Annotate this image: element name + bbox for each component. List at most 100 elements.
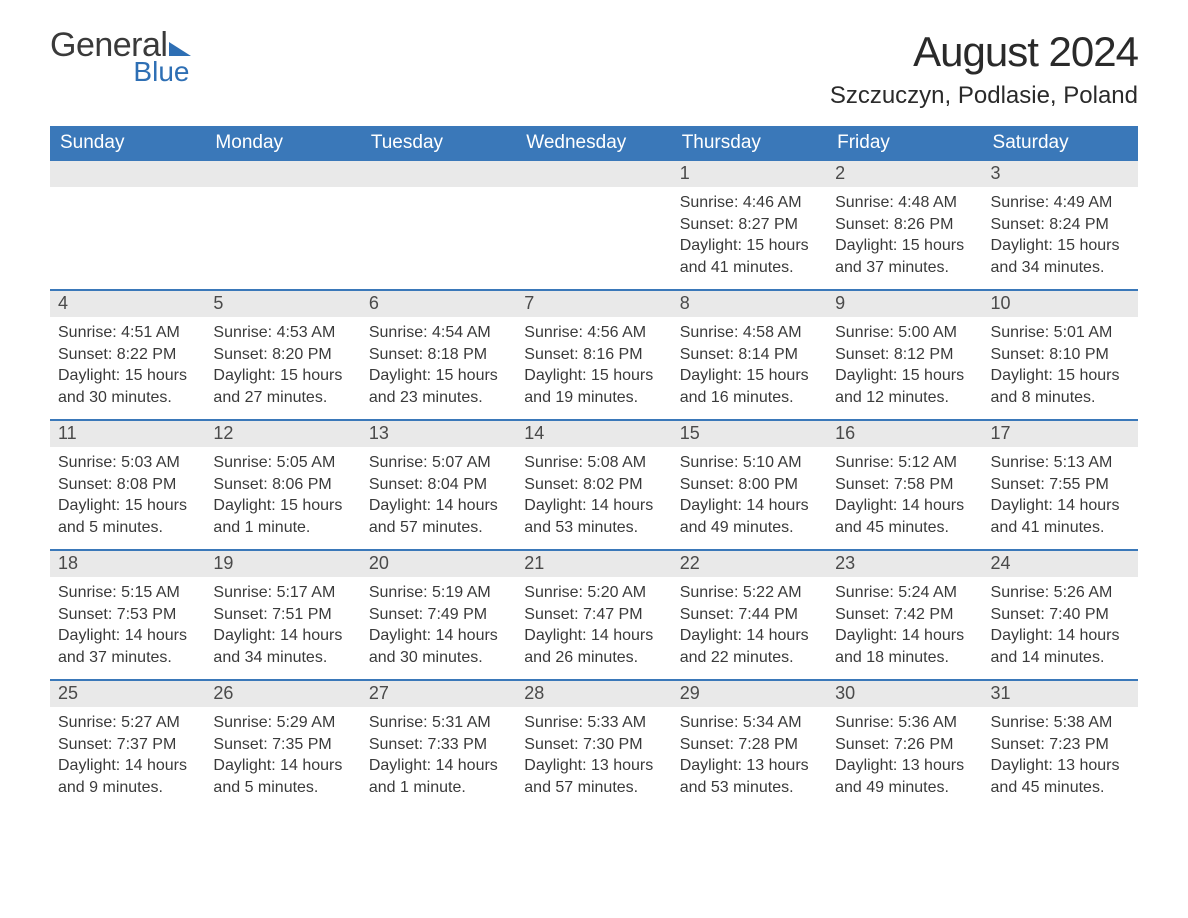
daylight-text: Daylight: 15 hours and 12 minutes. [835, 365, 974, 408]
daylight-text: Daylight: 15 hours and 8 minutes. [991, 365, 1130, 408]
calendar-day: 22Sunrise: 5:22 AMSunset: 7:44 PMDayligh… [672, 551, 827, 679]
sunrise-text: Sunrise: 4:51 AM [58, 322, 197, 344]
sunset-text: Sunset: 7:42 PM [835, 604, 974, 626]
day-number [361, 161, 516, 187]
calendar: SundayMondayTuesdayWednesdayThursdayFrid… [50, 126, 1138, 809]
sunrise-text: Sunrise: 5:17 AM [213, 582, 352, 604]
daylight-text: Daylight: 14 hours and 18 minutes. [835, 625, 974, 668]
day-number [516, 161, 671, 187]
day-body: Sunrise: 5:10 AMSunset: 8:00 PMDaylight:… [672, 447, 827, 546]
daylight-text: Daylight: 13 hours and 53 minutes. [680, 755, 819, 798]
day-header: Tuesday [361, 126, 516, 161]
sunrise-text: Sunrise: 5:31 AM [369, 712, 508, 734]
day-header: Monday [205, 126, 360, 161]
calendar-day: 19Sunrise: 5:17 AMSunset: 7:51 PMDayligh… [205, 551, 360, 679]
sunrise-text: Sunrise: 5:33 AM [524, 712, 663, 734]
day-number: 29 [672, 681, 827, 707]
day-body: Sunrise: 4:56 AMSunset: 8:16 PMDaylight:… [516, 317, 671, 416]
daylight-text: Daylight: 14 hours and 37 minutes. [58, 625, 197, 668]
sunrise-text: Sunrise: 5:22 AM [680, 582, 819, 604]
sunset-text: Sunset: 7:55 PM [991, 474, 1130, 496]
logo-word-blue: Blue [133, 58, 189, 86]
sunrise-text: Sunrise: 5:08 AM [524, 452, 663, 474]
daylight-text: Daylight: 15 hours and 23 minutes. [369, 365, 508, 408]
day-number: 4 [50, 291, 205, 317]
day-body: Sunrise: 4:48 AMSunset: 8:26 PMDaylight:… [827, 187, 982, 286]
day-number: 22 [672, 551, 827, 577]
sunset-text: Sunset: 7:30 PM [524, 734, 663, 756]
day-number: 1 [672, 161, 827, 187]
day-header: Saturday [983, 126, 1138, 161]
daylight-text: Daylight: 15 hours and 34 minutes. [991, 235, 1130, 278]
day-number: 12 [205, 421, 360, 447]
sunrise-text: Sunrise: 5:38 AM [991, 712, 1130, 734]
sunrise-text: Sunrise: 4:49 AM [991, 192, 1130, 214]
title-block: August 2024 Szczuczyn, Podlasie, Poland [830, 28, 1138, 110]
day-number: 2 [827, 161, 982, 187]
daylight-text: Daylight: 14 hours and 49 minutes. [680, 495, 819, 538]
calendar-day: 27Sunrise: 5:31 AMSunset: 7:33 PMDayligh… [361, 681, 516, 809]
day-body: Sunrise: 5:03 AMSunset: 8:08 PMDaylight:… [50, 447, 205, 546]
day-number [205, 161, 360, 187]
sunrise-text: Sunrise: 4:54 AM [369, 322, 508, 344]
day-body: Sunrise: 5:38 AMSunset: 7:23 PMDaylight:… [983, 707, 1138, 806]
day-body: Sunrise: 5:26 AMSunset: 7:40 PMDaylight:… [983, 577, 1138, 676]
sunset-text: Sunset: 7:23 PM [991, 734, 1130, 756]
calendar-day: 21Sunrise: 5:20 AMSunset: 7:47 PMDayligh… [516, 551, 671, 679]
day-header: Friday [827, 126, 982, 161]
sunset-text: Sunset: 8:10 PM [991, 344, 1130, 366]
calendar-day: 9Sunrise: 5:00 AMSunset: 8:12 PMDaylight… [827, 291, 982, 419]
calendar-day: 17Sunrise: 5:13 AMSunset: 7:55 PMDayligh… [983, 421, 1138, 549]
calendar-day: 5Sunrise: 4:53 AMSunset: 8:20 PMDaylight… [205, 291, 360, 419]
daylight-text: Daylight: 14 hours and 14 minutes. [991, 625, 1130, 668]
daylight-text: Daylight: 14 hours and 1 minute. [369, 755, 508, 798]
daylight-text: Daylight: 15 hours and 16 minutes. [680, 365, 819, 408]
day-number: 8 [672, 291, 827, 317]
day-body: Sunrise: 5:17 AMSunset: 7:51 PMDaylight:… [205, 577, 360, 676]
calendar-day: 1Sunrise: 4:46 AMSunset: 8:27 PMDaylight… [672, 161, 827, 289]
day-number: 28 [516, 681, 671, 707]
sunset-text: Sunset: 7:28 PM [680, 734, 819, 756]
sunset-text: Sunset: 8:06 PM [213, 474, 352, 496]
daylight-text: Daylight: 15 hours and 41 minutes. [680, 235, 819, 278]
sunrise-text: Sunrise: 5:24 AM [835, 582, 974, 604]
daylight-text: Daylight: 15 hours and 5 minutes. [58, 495, 197, 538]
sunrise-text: Sunrise: 5:26 AM [991, 582, 1130, 604]
day-number: 5 [205, 291, 360, 317]
daylight-text: Daylight: 14 hours and 5 minutes. [213, 755, 352, 798]
day-body: Sunrise: 5:34 AMSunset: 7:28 PMDaylight:… [672, 707, 827, 806]
day-body [516, 187, 671, 200]
day-body: Sunrise: 5:31 AMSunset: 7:33 PMDaylight:… [361, 707, 516, 806]
day-body [361, 187, 516, 200]
day-number [50, 161, 205, 187]
sunset-text: Sunset: 8:02 PM [524, 474, 663, 496]
calendar-week: 25Sunrise: 5:27 AMSunset: 7:37 PMDayligh… [50, 679, 1138, 809]
calendar-day: 14Sunrise: 5:08 AMSunset: 8:02 PMDayligh… [516, 421, 671, 549]
day-body: Sunrise: 5:33 AMSunset: 7:30 PMDaylight:… [516, 707, 671, 806]
calendar-week: 18Sunrise: 5:15 AMSunset: 7:53 PMDayligh… [50, 549, 1138, 679]
daylight-text: Daylight: 14 hours and 9 minutes. [58, 755, 197, 798]
day-body: Sunrise: 5:13 AMSunset: 7:55 PMDaylight:… [983, 447, 1138, 546]
day-body: Sunrise: 5:08 AMSunset: 8:02 PMDaylight:… [516, 447, 671, 546]
calendar-day: 10Sunrise: 5:01 AMSunset: 8:10 PMDayligh… [983, 291, 1138, 419]
sunrise-text: Sunrise: 5:15 AM [58, 582, 197, 604]
day-body: Sunrise: 4:51 AMSunset: 8:22 PMDaylight:… [50, 317, 205, 416]
header-area: General Blue August 2024 Szczuczyn, Podl… [50, 28, 1138, 110]
calendar-day: 18Sunrise: 5:15 AMSunset: 7:53 PMDayligh… [50, 551, 205, 679]
calendar-day: 20Sunrise: 5:19 AMSunset: 7:49 PMDayligh… [361, 551, 516, 679]
day-number: 19 [205, 551, 360, 577]
day-body: Sunrise: 4:49 AMSunset: 8:24 PMDaylight:… [983, 187, 1138, 286]
sunrise-text: Sunrise: 4:53 AM [213, 322, 352, 344]
sunset-text: Sunset: 8:18 PM [369, 344, 508, 366]
calendar-header-row: SundayMondayTuesdayWednesdayThursdayFrid… [50, 126, 1138, 161]
sunset-text: Sunset: 7:33 PM [369, 734, 508, 756]
calendar-day: 13Sunrise: 5:07 AMSunset: 8:04 PMDayligh… [361, 421, 516, 549]
daylight-text: Daylight: 14 hours and 22 minutes. [680, 625, 819, 668]
day-body: Sunrise: 5:07 AMSunset: 8:04 PMDaylight:… [361, 447, 516, 546]
sunset-text: Sunset: 7:35 PM [213, 734, 352, 756]
sunset-text: Sunset: 8:20 PM [213, 344, 352, 366]
day-body: Sunrise: 5:20 AMSunset: 7:47 PMDaylight:… [516, 577, 671, 676]
day-number: 6 [361, 291, 516, 317]
month-title: August 2024 [830, 28, 1138, 76]
daylight-text: Daylight: 13 hours and 45 minutes. [991, 755, 1130, 798]
